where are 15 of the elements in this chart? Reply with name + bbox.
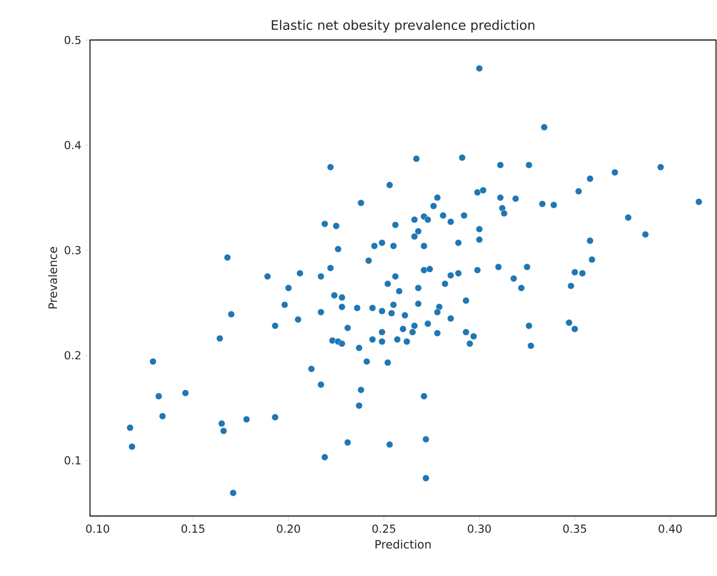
y-tick-label: 0.5 — [64, 36, 81, 44]
x-tick-label: 0.15 — [182, 524, 204, 533]
x-tick-label: 0.35 — [563, 524, 586, 533]
y-tick-label: 0.2 — [64, 351, 80, 360]
x-tick-label: 0.10 — [86, 524, 110, 533]
x-axis-title: Prediction — [376, 540, 431, 549]
y-tick-label: 0.4 — [64, 140, 81, 150]
y-tick-label: 0.3 — [64, 246, 81, 254]
x-tick-label: 0.20 — [276, 524, 300, 533]
x-tick-label: 0.30 — [468, 524, 491, 533]
x-tick-label: 0.40 — [658, 524, 682, 533]
y-axis-title: Prevalence — [48, 247, 58, 308]
y-tick-label: 0.1 — [64, 456, 80, 464]
x-tick-label: 0.25 — [372, 524, 396, 533]
chart-title: Elastic net obesity prevalence prediction — [272, 20, 534, 32]
